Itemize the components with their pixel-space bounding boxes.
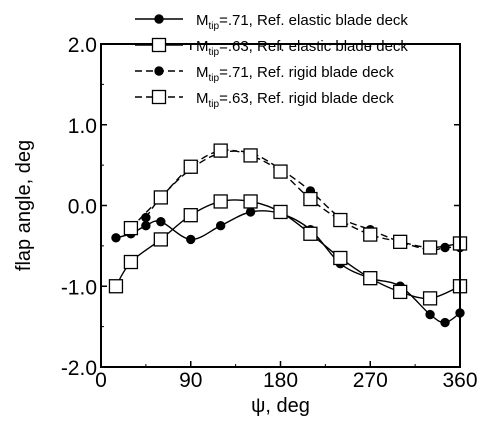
legend-entry: Mtip=.63, Ref. elastic blade deck: [135, 37, 408, 58]
data-point: [422, 240, 438, 255]
y-tick-label: -1.0: [61, 276, 97, 299]
data-point: [213, 194, 228, 209]
x-tick-label: 90: [179, 369, 202, 392]
data-point: [123, 254, 139, 270]
legend-label: Mtip=.71, Ref. elastic blade deck: [196, 12, 408, 32]
data-point: [273, 164, 288, 179]
series-line: [115, 210, 461, 324]
series-1: [111, 207, 465, 328]
data-point: [440, 317, 450, 328]
data-point: [245, 207, 256, 217]
data-point: [393, 284, 408, 300]
data-point: [333, 212, 348, 228]
data-point: [153, 190, 168, 205]
x-axis-title: ψ, deg: [251, 395, 310, 417]
data-point: [273, 204, 288, 220]
y-tick-label: 2.0: [68, 34, 97, 57]
data-point: [215, 220, 226, 231]
x-tick-label: 270: [353, 369, 388, 392]
data-point: [393, 234, 408, 249]
series-2: [108, 194, 468, 306]
legend-label: Mtip=.63, Ref. elastic blade deck: [196, 38, 408, 58]
x-tick-label: 0: [95, 369, 107, 392]
legend-entry: Mtip=.71, Ref. elastic blade deck: [135, 12, 408, 32]
data-point: [108, 279, 124, 294]
series-line: [130, 149, 461, 249]
data-point: [333, 250, 348, 266]
y-axis: -2.0 -1.0 0.0 1.0 2.0: [61, 34, 460, 380]
data-point: [111, 233, 121, 243]
legend-label: Mtip=.63, Ref. rigid blade deck: [196, 90, 394, 110]
y-tick-label: 0.0: [68, 196, 97, 219]
legend-marker: [154, 66, 164, 76]
data-point: [153, 232, 168, 247]
x-tick-label: 180: [263, 369, 298, 392]
legend-marker: [151, 37, 167, 53]
plot-series: [108, 143, 468, 328]
y-axis-title: flap angle, deg: [13, 140, 35, 271]
data-point: [141, 212, 151, 223]
data-point: [123, 220, 139, 236]
legend-entry: Mtip=.63, Ref. rigid blade deck: [135, 89, 394, 110]
data-point: [440, 242, 450, 253]
legend-label: Mtip=.71, Ref. rigid blade deck: [196, 64, 394, 84]
data-point: [243, 148, 258, 163]
data-point: [141, 220, 151, 231]
data-point: [183, 208, 198, 223]
x-tick-label: 360: [442, 369, 477, 392]
data-point: [303, 226, 318, 241]
data-point: [422, 291, 438, 306]
data-point: [213, 143, 228, 158]
series-line: [115, 199, 461, 300]
y-tick-label: -2.0: [61, 357, 97, 380]
x-axis: 0 90 180 270 360: [95, 44, 478, 392]
data-point: [243, 194, 258, 209]
data-point: [363, 271, 378, 286]
data-point: [303, 191, 318, 207]
data-point: [183, 159, 198, 174]
data-point: [156, 216, 166, 227]
legend-marker: [151, 89, 167, 105]
legend-marker: [154, 14, 164, 24]
data-point: [425, 309, 435, 320]
series-4: [123, 143, 468, 255]
data-point: [186, 234, 196, 245]
legend-entry: Mtip=.71, Ref. rigid blade deck: [135, 64, 394, 84]
legend: Mtip=.71, Ref. elastic blade deck Mtip=.6…: [135, 12, 408, 110]
y-tick-label: 1.0: [68, 115, 97, 138]
data-point: [363, 227, 378, 242]
plot-frame: [100, 43, 461, 368]
